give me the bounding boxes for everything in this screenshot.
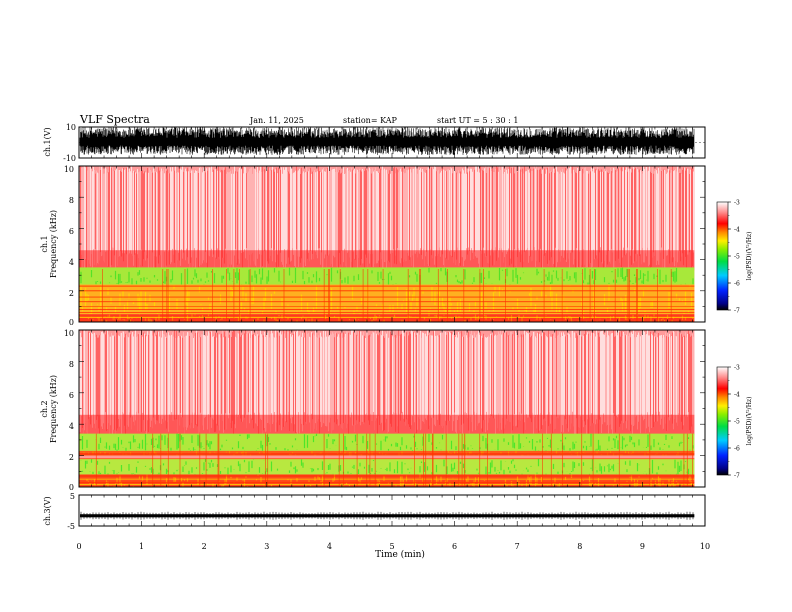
ch3-ylabel: ch.3(V): [43, 496, 52, 525]
frequency-band: [79, 433, 695, 451]
ch3-ticks: [78, 495, 706, 526]
ch2-ytick-6: 6: [69, 391, 74, 400]
colorbar-tick-label: -7: [734, 473, 740, 480]
ch1-spectrogram-ticks: [78, 165, 706, 323]
time-axis-label: Time (min): [375, 549, 425, 560]
ch2-frequency-label: Frequency (kHz): [49, 375, 58, 443]
colorbar-tick-label: -4: [734, 392, 740, 399]
ch1-colorbar-label: log(PSD)(V²/Hz): [746, 232, 753, 281]
ch2-colorbar-ticks: -3 -4 -5 -6 -7: [728, 365, 740, 480]
ch3-trace-spikes: [80, 511, 694, 520]
ch1-spectrogram-panel: 10 6 8 4 2 0 ch.1 Frequency (kHz): [40, 165, 706, 327]
ch2-ylabel: ch.2: [40, 400, 49, 417]
band-texture: [81, 433, 694, 451]
ch1-ylabel: ch.1(V): [43, 127, 52, 156]
colorbar-tick-label: -4: [734, 227, 740, 234]
ch2-colorbar: -3 -4 -5 -6 -7 log(PSD)(V²/Hz): [716, 365, 753, 480]
time-tick-label: 7: [515, 542, 520, 551]
ch1-ytick-8: 8: [69, 196, 74, 205]
ch3-waveform-panel: 5 -5 ch.3(V) 0 1 2 3 4 5 6 7 8 9 10 Time (min): [43, 492, 710, 560]
red-zone: [79, 414, 695, 436]
pink-streaks: [83, 330, 694, 435]
start-time-label: start UT = 5 : 30 : 1: [437, 116, 518, 125]
red-streaks: [80, 166, 693, 271]
figure-title: VLF Spectra: [79, 113, 150, 126]
impulses: [95, 433, 693, 487]
time-tick-label: 6: [452, 542, 457, 551]
time-tick-label: 2: [202, 542, 207, 551]
time-tick-label: 1: [139, 542, 144, 551]
ch1-waveform-panel: 10 -10 ch.1(V): [43, 123, 706, 163]
time-tick-label: 9: [640, 542, 645, 551]
ch2-ytick-4: 4: [69, 422, 74, 431]
red-zone: [79, 250, 695, 271]
ch1-colorbar-ticks: -3 -4 -5 -6 -7: [728, 200, 740, 315]
time-tick-label: 10: [700, 542, 710, 551]
time-tick-label: 3: [264, 542, 269, 551]
ch1-ytick-bottom: -10: [63, 154, 76, 163]
time-tick-label: 4: [327, 542, 332, 551]
ch2-spectrogram-ticks: [78, 329, 706, 488]
station-label: station= KAP: [343, 116, 398, 125]
ch1-ytick-top: 10: [66, 123, 76, 132]
ch2-ytick-8: 8: [69, 360, 74, 369]
ch2-ytick-10: 10: [64, 329, 74, 338]
frequency-band: [79, 474, 695, 487]
time-tick-label: 0: [76, 542, 81, 551]
ch1-ytick-10: 10: [64, 165, 74, 174]
ch2-spectrogram-image: [79, 330, 705, 487]
weak-streaks: [84, 166, 694, 271]
colorbar-tick-label: -5: [734, 254, 740, 261]
ch1-ytick-0: 0: [69, 318, 74, 327]
ch2-colorbar-scale: [716, 366, 729, 476]
ch1-frequency-label: Frequency (kHz): [49, 210, 58, 278]
ch3-waveform-trace: [80, 511, 695, 520]
ch2-colorbar-label: log(PSD)(V²/Hz): [746, 397, 753, 446]
ch2-ytick-0: 0: [69, 483, 74, 492]
ch3-ytick-bottom: -5: [67, 522, 75, 531]
time-axis-tick-labels: 0 1 2 3 4 5 6 7 8 9 10: [76, 542, 710, 551]
colorbar-tick-label: -3: [734, 365, 740, 372]
ch1-xticks: [78, 127, 706, 158]
red-streaks: [82, 330, 692, 435]
ch1-ylabel: ch.1: [40, 235, 49, 252]
impulses: [102, 269, 672, 322]
time-tick-label: 8: [577, 542, 582, 551]
ch1-colorbar: -3 -4 -5 -6 -7 log(PSD)(V²/Hz): [716, 200, 753, 315]
ch1-ytick-2: 2: [69, 289, 74, 298]
time-tick-label: 5: [389, 542, 394, 551]
ch1-ytick-6: 6: [69, 227, 74, 236]
ch2-spectrogram-panel: 10 8 6 4 2 0 ch.2 Frequency (kHz): [40, 329, 706, 492]
ch1-spectrogram-image: [78, 166, 705, 322]
frequency-band: [79, 458, 695, 475]
frequency-band: [79, 267, 695, 285]
ch3-ytick-top: 5: [70, 492, 75, 501]
ch1-waveform-trace: [79, 127, 705, 155]
frequency-band: [79, 314, 695, 322]
colorbar-tick-label: -6: [734, 281, 740, 288]
frequency-band: [79, 450, 695, 456]
ch1-ytick-4: 4: [69, 258, 74, 267]
colorbar-tick-label: -7: [734, 308, 740, 315]
date-label: Jan. 11, 2025: [249, 116, 304, 125]
ch1-colorbar-scale: [716, 201, 729, 311]
colorbar-tick-label: -6: [734, 446, 740, 453]
colorbar-tick-label: -3: [734, 200, 740, 207]
ch2-ytick-2: 2: [69, 453, 74, 462]
ch1-trace: [79, 127, 695, 155]
colorbar-tick-label: -5: [734, 419, 740, 426]
